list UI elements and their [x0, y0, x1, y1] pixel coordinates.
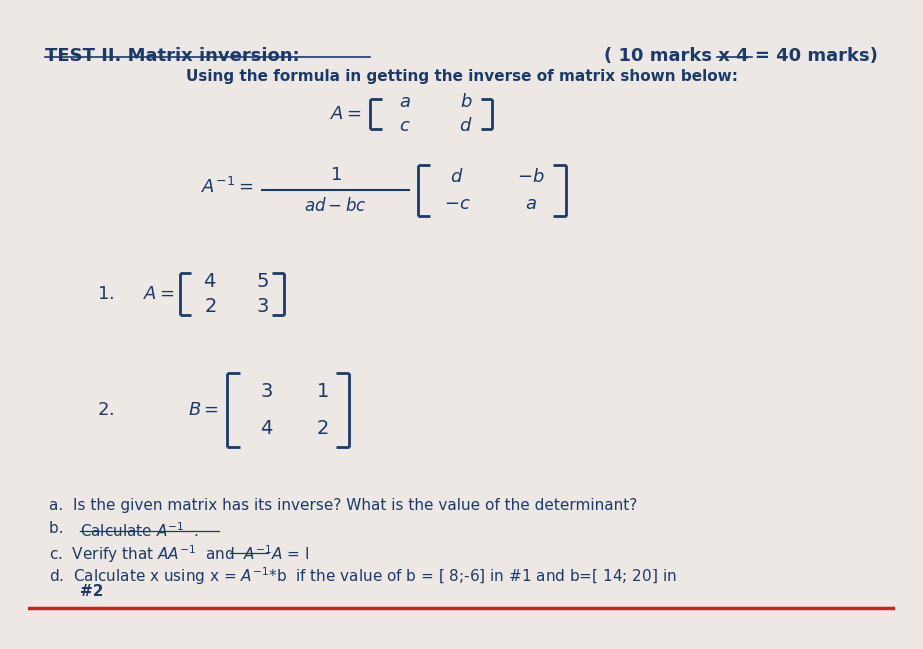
Text: $B =$: $B =$ — [187, 401, 219, 419]
Text: #2: #2 — [79, 584, 103, 599]
Text: $a$: $a$ — [525, 195, 537, 213]
Text: $1$: $1$ — [317, 382, 329, 401]
Text: $A^{-1} =$: $A^{-1} =$ — [201, 177, 253, 197]
Text: $-c$: $-c$ — [444, 195, 471, 213]
Text: $2$: $2$ — [317, 419, 329, 437]
Text: $5$: $5$ — [256, 273, 269, 291]
Text: $4$: $4$ — [203, 273, 217, 291]
Text: $d$: $d$ — [450, 168, 464, 186]
Text: $A =$: $A =$ — [143, 285, 175, 303]
Text: c.  Verify that $AA^{-1}$  and  $A^{-1}A$ = I: c. Verify that $AA^{-1}$ and $A^{-1}A$ =… — [49, 543, 309, 565]
Text: $A =$: $A =$ — [330, 105, 362, 123]
Text: $3$: $3$ — [260, 382, 272, 401]
Text: $d$: $d$ — [459, 117, 473, 135]
Text: $2.$: $2.$ — [97, 401, 114, 419]
Text: $1$: $1$ — [330, 166, 342, 184]
Text: $ad - bc$: $ad - bc$ — [305, 197, 367, 215]
Text: d.  Calculate x using x = $A^{-1}$*b  if the value of b = [ 8;-6] in #1 and b=[ : d. Calculate x using x = $A^{-1}$*b if t… — [49, 565, 677, 587]
Text: $4$: $4$ — [259, 419, 273, 437]
Text: $3$: $3$ — [256, 297, 269, 315]
Text: ( 10 marks x 4 = 40 marks): ( 10 marks x 4 = 40 marks) — [604, 47, 878, 65]
Text: a.  Is the given matrix has its inverse? What is the value of the determinant?: a. Is the given matrix has its inverse? … — [49, 498, 638, 513]
Text: $2$: $2$ — [204, 297, 216, 315]
Text: $c$: $c$ — [400, 117, 411, 135]
Text: $1.$: $1.$ — [97, 285, 114, 303]
Text: $a$: $a$ — [399, 93, 411, 111]
Text: Calculate $A^{-1}$  .: Calculate $A^{-1}$ . — [79, 521, 198, 539]
Text: TEST II. Matrix inversion:: TEST II. Matrix inversion: — [45, 47, 300, 65]
Text: b.: b. — [49, 521, 74, 536]
Text: Using the formula in getting the inverse of matrix shown below:: Using the formula in getting the inverse… — [186, 69, 737, 84]
Text: $-b$: $-b$ — [517, 168, 545, 186]
Text: $b$: $b$ — [460, 93, 473, 111]
